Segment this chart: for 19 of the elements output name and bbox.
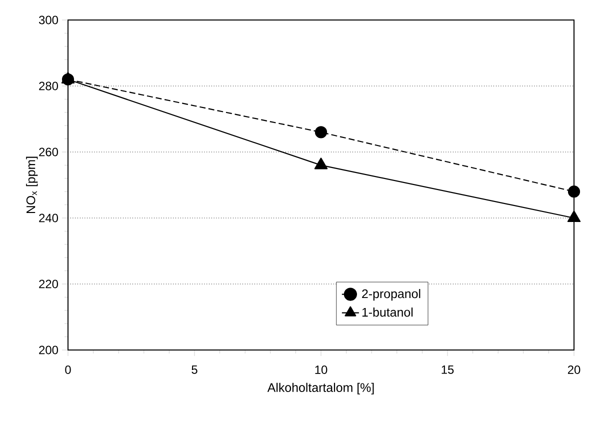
- y-tick-label: 240: [39, 214, 58, 222]
- y-tick-label: 280: [39, 82, 58, 90]
- y-tick-label: 220: [39, 280, 58, 288]
- x-axis-title: Alkoholtartalom [%]: [267, 382, 374, 394]
- point: [314, 126, 328, 138]
- y-tick-label: 300: [38, 16, 58, 24]
- x-tick-label: 0: [65, 366, 71, 374]
- point: [314, 158, 328, 170]
- x-tick-label: 20: [568, 366, 580, 374]
- legend-label: 2-propanol: [362, 289, 420, 301]
- point: [568, 186, 580, 198]
- legend-label: 1-butanol: [362, 308, 413, 317]
- x-tick-label: 15: [442, 366, 454, 374]
- y-axis-title: NO$_{x}$ [ppm]: [26, 156, 38, 214]
- x-tick-label: 5: [192, 366, 198, 374]
- y-tick-label: 260: [39, 148, 58, 156]
- x-tick-label: 10: [315, 366, 328, 374]
- y-tick-label: 200: [39, 346, 58, 354]
- point: [567, 210, 581, 222]
